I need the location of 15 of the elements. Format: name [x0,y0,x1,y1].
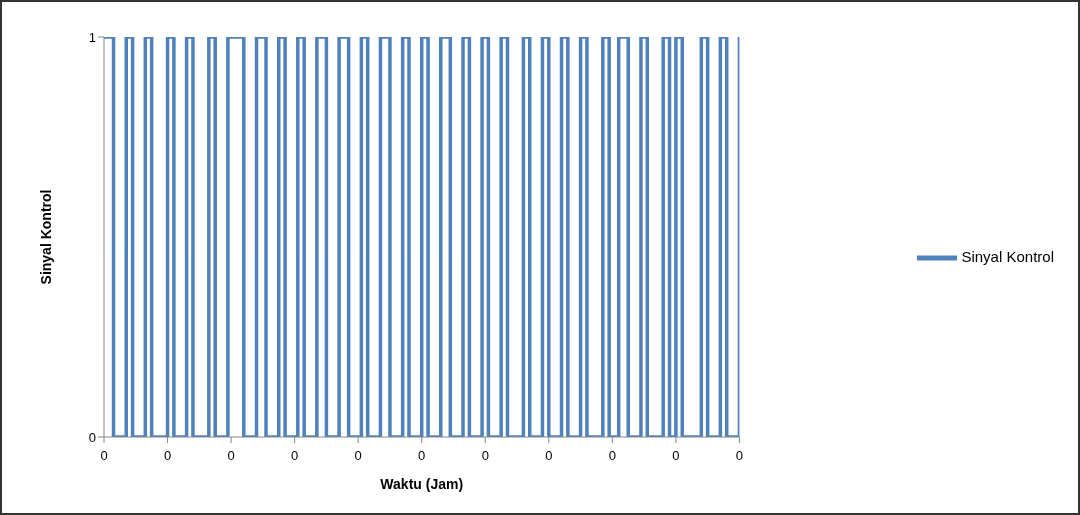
x-tick-label: 0 [354,448,362,464]
legend-label: Sinyal Kontrol [961,247,1054,265]
y-tick-label: 1 [88,29,96,45]
x-tick-label: 0 [100,448,108,464]
x-tick-label: 0 [227,448,235,464]
x-tick-label: 0 [418,448,426,464]
x-tick-label: 0 [291,448,299,464]
x-tick-label: 0 [545,448,553,464]
x-axis-title: Waktu (Jam) [380,476,464,492]
y-axis-title: Sinyal Kontrol [37,189,54,285]
x-tick-label: 0 [163,448,172,464]
x-tick-label: 0 [735,448,744,464]
x-tick-label: 0 [672,448,680,464]
x-tick-label: 0 [608,448,616,464]
x-tick-label: 0 [481,448,489,464]
